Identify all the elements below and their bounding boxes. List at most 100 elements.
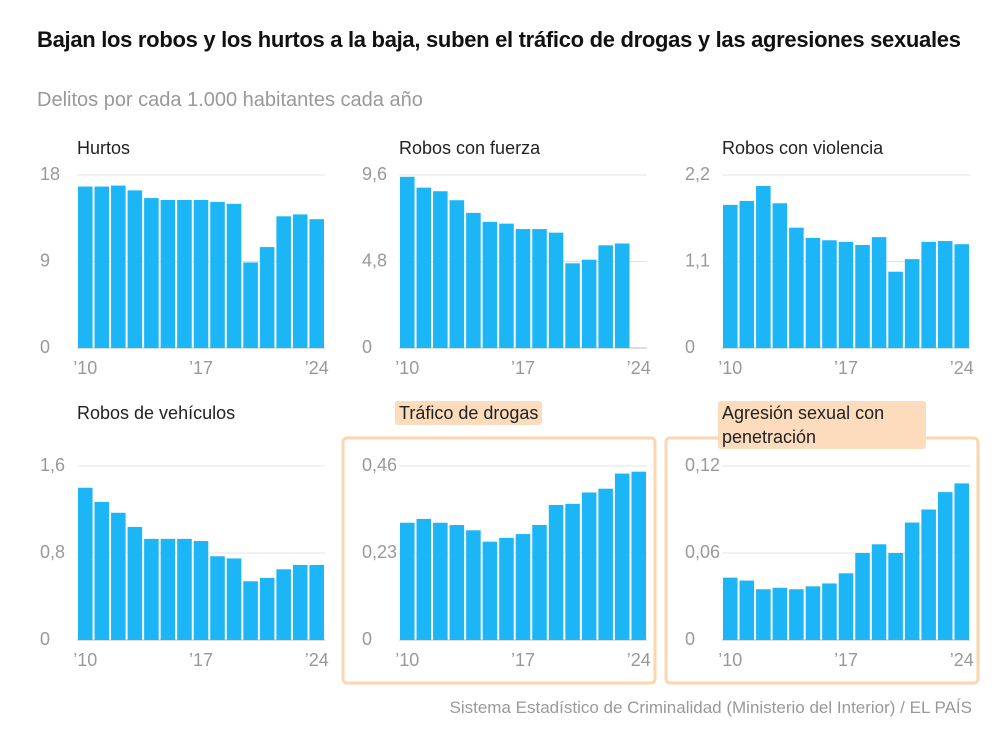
x-tick-label: ’24 bbox=[950, 650, 974, 670]
panel-title: Tráfico de drogas bbox=[395, 401, 543, 425]
bar bbox=[226, 203, 242, 348]
panel-title: Robos con fuerza bbox=[399, 138, 541, 158]
bar bbox=[904, 259, 920, 348]
x-tick-label: ’24 bbox=[305, 358, 329, 378]
bar bbox=[822, 583, 837, 640]
x-tick-label: ’17 bbox=[834, 650, 858, 670]
bar bbox=[144, 198, 159, 348]
x-tick-label: ’17 bbox=[511, 358, 535, 378]
bar bbox=[904, 522, 920, 640]
bar bbox=[581, 259, 597, 348]
bar bbox=[954, 244, 970, 348]
y-tick-label: 0 bbox=[362, 337, 372, 357]
bar bbox=[210, 201, 225, 348]
bar bbox=[292, 214, 308, 348]
bar bbox=[144, 538, 159, 640]
x-tick-label: ’10 bbox=[395, 650, 419, 670]
bar bbox=[482, 221, 498, 348]
x-tick-label: ’10 bbox=[718, 650, 742, 670]
y-tick-label: 4,8 bbox=[362, 250, 387, 270]
bar bbox=[722, 577, 738, 640]
bar bbox=[614, 473, 630, 640]
bar bbox=[888, 271, 903, 348]
bar bbox=[756, 186, 771, 348]
bar bbox=[160, 538, 176, 640]
x-tick-label: ’10 bbox=[718, 358, 742, 378]
x-tick-label: ’24 bbox=[305, 650, 329, 670]
x-tick-label: ’17 bbox=[189, 358, 213, 378]
bar bbox=[499, 223, 514, 348]
bar bbox=[399, 522, 415, 640]
bar bbox=[309, 219, 325, 348]
bar bbox=[756, 589, 771, 640]
bar bbox=[598, 488, 613, 640]
bar bbox=[177, 199, 192, 348]
x-tick-label: ’17 bbox=[834, 358, 858, 378]
bar bbox=[805, 237, 821, 348]
bar bbox=[160, 199, 176, 348]
bar bbox=[276, 569, 291, 640]
panel-title: Robos con violencia bbox=[722, 138, 884, 158]
bar bbox=[871, 544, 887, 640]
x-tick-label: ’10 bbox=[395, 358, 419, 378]
bar bbox=[94, 186, 110, 348]
y-tick-label: 18 bbox=[40, 164, 60, 184]
x-tick-label: ’17 bbox=[511, 650, 535, 670]
panel-title: Robos de vehículos bbox=[77, 403, 236, 423]
bar bbox=[888, 553, 903, 640]
y-tick-label: 0,46 bbox=[362, 455, 397, 475]
source: Sistema Estadístico de Criminalidad (Min… bbox=[449, 698, 972, 717]
y-tick-label: 0 bbox=[685, 629, 695, 649]
bar bbox=[871, 237, 887, 348]
bar bbox=[937, 241, 953, 348]
y-tick-label: 0,8 bbox=[40, 542, 65, 562]
x-tick-label: ’24 bbox=[627, 650, 651, 670]
bar bbox=[789, 589, 804, 640]
y-tick-label: 0 bbox=[40, 629, 50, 649]
y-tick-label: 1,1 bbox=[685, 250, 710, 270]
bar bbox=[739, 200, 755, 348]
y-tick-label: 0 bbox=[40, 337, 50, 357]
bar bbox=[399, 176, 415, 348]
title: Bajan los robos y los hurtos a la baja, … bbox=[37, 27, 961, 52]
x-tick-label: ’10 bbox=[73, 650, 97, 670]
y-tick-label: 0,23 bbox=[362, 542, 397, 562]
bar bbox=[855, 244, 870, 348]
bar bbox=[548, 504, 564, 640]
y-tick-label: 0,12 bbox=[685, 455, 720, 475]
bar bbox=[259, 578, 275, 640]
bar bbox=[532, 525, 547, 640]
y-tick-label: 0 bbox=[362, 629, 372, 649]
bar bbox=[466, 530, 481, 640]
panel-title: Agresión sexual con penetración bbox=[718, 401, 926, 449]
bar bbox=[937, 492, 953, 640]
y-tick-label: 1,6 bbox=[40, 455, 65, 475]
bar bbox=[838, 241, 854, 348]
bar bbox=[433, 522, 448, 640]
bar bbox=[77, 487, 93, 640]
bar bbox=[416, 187, 432, 348]
bar bbox=[565, 263, 580, 348]
bar bbox=[449, 525, 465, 640]
bar bbox=[548, 232, 564, 348]
bar bbox=[111, 512, 126, 640]
bar bbox=[772, 587, 788, 640]
bar bbox=[243, 581, 258, 640]
bar bbox=[631, 471, 647, 640]
bar bbox=[954, 483, 970, 640]
bar bbox=[127, 190, 143, 348]
bar bbox=[921, 509, 936, 640]
x-tick-label: ’24 bbox=[950, 358, 974, 378]
bar bbox=[805, 586, 821, 640]
bar bbox=[515, 534, 531, 640]
bar bbox=[243, 262, 258, 348]
highlight-box bbox=[341, 436, 657, 685]
bar bbox=[292, 564, 308, 640]
bar bbox=[416, 518, 432, 640]
bar bbox=[614, 243, 630, 348]
bar bbox=[789, 227, 804, 348]
bar bbox=[739, 580, 755, 640]
bar bbox=[127, 526, 143, 640]
